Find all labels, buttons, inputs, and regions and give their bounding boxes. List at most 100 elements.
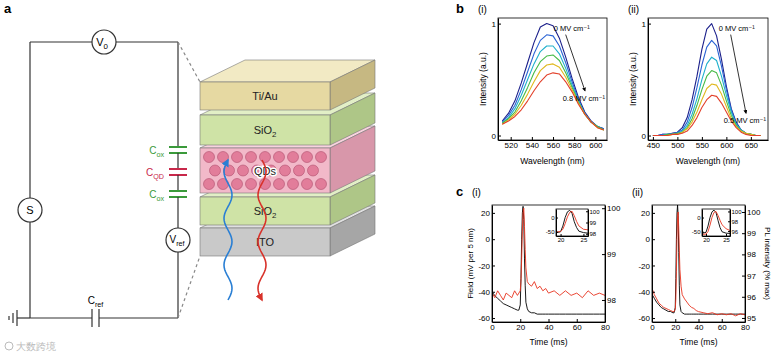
tick: 96 (742, 293, 756, 302)
trace-line-group (652, 205, 745, 316)
tick-mark (492, 213, 495, 214)
y2-axis-title: PL intensity (% max) (763, 227, 772, 300)
axis-bottom: 020406080 (650, 319, 750, 332)
axis-line (605, 206, 606, 323)
tick-label: 98 (732, 219, 739, 225)
axis-bottom: 020406080 (490, 319, 610, 332)
tick-label: 500 (671, 141, 685, 150)
axis-right: 9899100 (586, 209, 600, 238)
x-axis-title: Wavelength (nm) (520, 156, 585, 166)
wire (29, 222, 30, 318)
axis-line (745, 206, 746, 323)
quantum-dot (302, 179, 313, 190)
panel-label: b (456, 1, 464, 16)
capacitor-label-main: C (88, 295, 95, 306)
tick: 25 (723, 234, 730, 243)
plot-frame (498, 18, 607, 140)
tick-label: 550 (696, 141, 710, 150)
annotation: 0 MV cm⁻¹ (554, 24, 591, 33)
tick-label: 96 (747, 293, 756, 302)
tick-label: 98 (607, 296, 616, 305)
watermark: 大数跨境 (16, 341, 56, 352)
tick: 99 (602, 250, 616, 259)
tick-mark (728, 211, 730, 212)
tick-mark (742, 318, 745, 319)
inset-line (702, 210, 730, 234)
tick-label: 0 (486, 235, 491, 244)
tick-mark (702, 218, 704, 219)
capacitor-plate (169, 190, 187, 192)
tick-mark (574, 137, 575, 140)
voltage-label: V0 (96, 36, 108, 51)
axis-line (652, 206, 653, 323)
layer-label: Ti/Au (252, 90, 277, 102)
trace-line (652, 205, 745, 314)
tick-label: 20 (703, 237, 710, 243)
tick-label: 100 (607, 204, 621, 213)
tick-label: 0 (492, 132, 497, 141)
capacitor-plate (91, 309, 92, 327)
figure: abc大数跨境V0SCrefCoxCQDCoxVrefTi/AuSiO2QDsS… (0, 0, 780, 358)
y-axis-title: Intensity (a.u.) (478, 52, 488, 106)
tick-label: -40 (478, 288, 490, 297)
tick-mark (492, 292, 495, 293)
spectrum-line (502, 35, 604, 129)
spectrum-chart: 52054056058060001(i)Wavelength (nm)Inten… (478, 4, 608, 166)
tick: 0 (646, 235, 655, 244)
tick-mark (586, 234, 588, 235)
tick-mark (602, 208, 605, 209)
source (18, 198, 42, 222)
layer-front (200, 82, 330, 110)
tick-label: -60 (478, 314, 490, 323)
tick-mark (706, 234, 707, 236)
spectrum-line (653, 84, 761, 135)
tick: 96 (728, 229, 739, 235)
tick-mark (677, 137, 678, 140)
tick-mark (742, 297, 745, 298)
quantum-dot (302, 152, 313, 163)
tick-mark (561, 234, 562, 236)
tick-mark (742, 254, 745, 255)
tick-mark (602, 254, 605, 255)
wire (177, 42, 178, 147)
tick: -40 (638, 288, 655, 297)
tick-label: 600 (589, 141, 603, 150)
wire (30, 317, 92, 318)
capacitor-label: Cox (149, 145, 164, 159)
tick-mark (492, 239, 495, 240)
x-axis-title: Wavelength (nm) (676, 156, 741, 166)
tick-mark (728, 221, 730, 222)
tick-label: 450 (647, 141, 661, 150)
capacitor-label: Cref (88, 295, 104, 309)
light-arrow (224, 160, 232, 300)
tick-label: 540 (526, 141, 540, 150)
tick-label: -50 (546, 229, 555, 235)
layer-label-main: SiO (254, 124, 273, 136)
axis-bottom: 450500550600650 (647, 137, 769, 150)
axis-line (492, 206, 493, 323)
quantum-dot (294, 165, 305, 176)
annotation-arrow (566, 35, 585, 91)
tick-label: 99 (607, 250, 616, 259)
tick-mark (652, 265, 655, 266)
tick-label: 20 (671, 323, 680, 332)
tick-mark (648, 136, 651, 137)
tick: -50 (692, 229, 704, 235)
tick-label: 0 (697, 215, 701, 221)
layer-side (330, 60, 375, 110)
tick-mark (498, 136, 501, 137)
tick-mark (595, 137, 596, 140)
tick: 40 (695, 319, 704, 332)
plot-frame (556, 209, 588, 236)
capacitor-label-sub: ox (156, 150, 164, 159)
axis-left: -60-40-20020 (478, 206, 495, 324)
panel-title: (i) (478, 4, 487, 15)
tick: 600 (720, 137, 734, 150)
plot-frame (648, 18, 768, 140)
tick-label: 60 (718, 323, 727, 332)
quantum-dot (308, 165, 319, 176)
tick-mark (577, 319, 578, 322)
layer-label-sub: 2 (272, 211, 276, 220)
axis-left: -60-40-20020 (638, 206, 655, 324)
tick-label: 99 (747, 229, 756, 238)
